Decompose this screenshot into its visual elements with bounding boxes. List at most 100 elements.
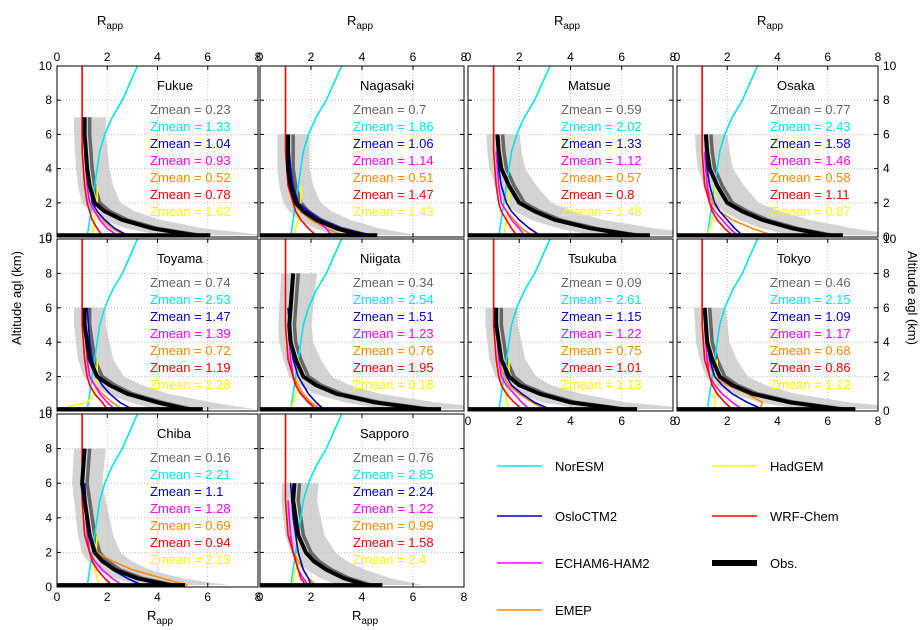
y-tick-label: 8 [45,266,52,280]
site-name: Osaka [777,78,815,93]
legend-label: NorESM [555,459,604,474]
x-tick-label: 8 [461,590,468,604]
x-tick-label: 2 [724,50,731,64]
legend-item-echam6-ham2: ECHAM6-HAM2 [497,556,650,571]
series-line-wrf-chem [284,66,317,236]
zmean-noresm: Zmean = 2.61 [561,292,642,307]
y-tick-label: 10 [883,232,897,246]
series-line-noresm [497,66,551,237]
x-tick-label: 2 [516,50,523,64]
x-tick-label: 8 [875,414,882,428]
zmean-hadgem: Zmean = 1.12 [770,377,851,392]
x-tick-label: 2 [308,50,315,64]
obs-spread-band [74,117,258,236]
legend-label: EMEP [555,603,592,618]
series-line-obs [702,307,841,411]
x-tick-label: 8 [461,50,468,64]
zmean-noresm: Zmean = 2.21 [150,467,231,482]
zmean-noresm: Zmean = 1.33 [150,119,231,134]
obs-spread-band [72,448,230,586]
plot-area [260,239,464,411]
x-label-main: R [352,608,361,623]
obs-spread-band [74,307,256,410]
x-label-sub: app [361,616,378,627]
zmean-wrf-chem: Zmean = 1.58 [353,535,434,550]
x-tick-label: 0 [674,414,681,428]
y-tick-label: 0 [45,580,52,594]
x-tick-label: 6 [204,50,211,64]
x-tick-label: 4 [774,414,781,428]
y-tick-label: 2 [45,370,52,384]
obs-grey-line [296,483,373,587]
x-label-bottom-2: Rapp [352,608,379,627]
zmean-hadgem: Zmean = 0.87 [770,204,851,219]
zmean-osloctm2: Zmean = 1.04 [150,136,231,151]
zmean-obs: Zmean = 0.59 [561,102,642,117]
series-line-obs [494,307,623,411]
series-line-echam6-ham2 [83,500,123,586]
zmean-emep: Zmean = 0.52 [150,170,231,185]
zmean-echam6-ham2: Zmean = 1.46 [770,153,851,168]
legend: NorESM HadGEM OsloCTM2 WRF-Chem ECHAM6-HAM2 O… [497,459,839,618]
zmean-wrf-chem: Zmean = 0.8 [561,187,634,202]
series-line-obs [495,134,635,237]
zmean-hadgem: Zmean = 2.13 [150,552,231,567]
plot-area [468,239,673,411]
panel-niigata: Niigata Zmean = 0.34 Zmean = 2.54 Zmean = 1… [259,238,465,412]
series-line-noresm [497,239,551,411]
series-line-obs [287,273,427,411]
zmean-hadgem: Zmean = 1.48 [561,204,642,219]
y-tick-label: 0 [883,230,890,244]
zmean-obs: Zmean = 0.77 [770,102,851,117]
legend-item-wrf-chem: WRF-Chem [712,509,839,524]
x-tick-label: 6 [410,50,417,64]
zmean-echam6-ham2: Zmean = 1.28 [150,501,231,516]
site-name: Tsukuba [568,251,617,266]
series-line-wrf-chem [81,66,103,236]
series-line-osloctm2 [703,134,743,236]
zmean-osloctm2: Zmean = 1.58 [770,136,851,151]
x-tick-label: 2 [308,590,315,604]
plot-area [677,239,878,411]
x-label-main: R [147,608,156,623]
zmean-hadgem: Zmean = 0.18 [353,377,434,392]
x-label-sub: app [156,616,173,627]
zmean-noresm: Zmean = 2.02 [561,119,642,134]
y-tick-label: 2 [883,196,890,210]
x-tick-label: 8 [670,50,677,64]
x-label-main: R [97,13,106,28]
x-label-sub: app [766,21,783,32]
plot-area [57,239,256,411]
x-label-top-1: Rapp [97,13,124,32]
x-tick-label: 4 [154,50,161,64]
series-line-hadgem [289,359,300,410]
series-line-wrf-chem [492,239,523,410]
panel-toyama: 0 2 4 6 8 10 Toyama Zmean = 0.74 Zmean = 2.53 Zme… [39,232,259,418]
series-line-obs [80,448,171,587]
zmean-echam6-ham2: Zmean = 1.22 [353,501,434,516]
site-name: Matsue [568,78,611,93]
y-tick-label: 4 [883,335,890,349]
series-line-wrf-chem [701,239,733,410]
series-line-wrf-chem [492,66,518,236]
legend-label: Obs. [770,556,797,571]
series-line-echam6-ham2 [83,324,116,410]
x-tick-label: 6 [824,414,831,428]
y-tick-label: 0 [45,404,52,418]
y-label-left: Altitude agl (km) [9,251,24,345]
x-tick-label: 0 [257,50,264,64]
zmean-wrf-chem: Zmean = 1.01 [561,360,642,375]
series-line-obs [291,483,368,587]
zmean-hadgem: Zmean = 1.43 [353,204,434,219]
zmean-obs: Zmean = 0.09 [561,275,642,290]
x-tick-label: 8 [255,50,262,64]
zmean-hadgem: Zmean = 1.62 [150,204,231,219]
x-tick-label: 2 [104,50,111,64]
plot-area [677,66,878,237]
series-line-wrf-chem [284,414,307,586]
y-tick-label: 10 [39,407,53,421]
zmean-noresm: Zmean = 2.85 [353,467,434,482]
y-tick-label: 0 [45,230,52,244]
legend-label: OsloCTM2 [555,509,617,524]
